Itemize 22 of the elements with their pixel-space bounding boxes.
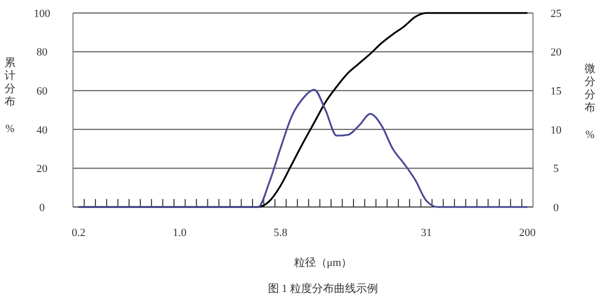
y2-tick-label: 10 [550,124,562,136]
text: 图 1 粒度分布曲线示例 [268,282,378,295]
y-tick-label: 40 [36,124,48,136]
y-tick-label: 20 [36,163,48,176]
text: 微分分布 % [584,63,596,141]
line-series [78,88,528,208]
x-tick-label: 31 [420,227,432,239]
y-tick-label: 60 [36,85,48,98]
y-tick-label: 100 [34,8,51,20]
text: 累计分布 % [4,57,16,135]
x-tick-label: 1.0 [172,227,187,239]
y2-tick-label: 5 [553,163,560,176]
y2-tick-label: 20 [550,46,562,59]
y-tick-label: 0 [39,202,46,214]
x-tick-label: 5.8 [274,227,288,239]
x-axis-title: 粒径（μm） [294,257,352,269]
y-tick-label: 80 [36,46,48,59]
y2-tick-label: 25 [550,8,562,20]
x-tick-label: 200 [519,227,536,239]
x-tick-label: 0.2 [72,227,86,239]
y2-tick-label: 15 [550,85,562,98]
y2-tick-label: 0 [553,202,560,214]
